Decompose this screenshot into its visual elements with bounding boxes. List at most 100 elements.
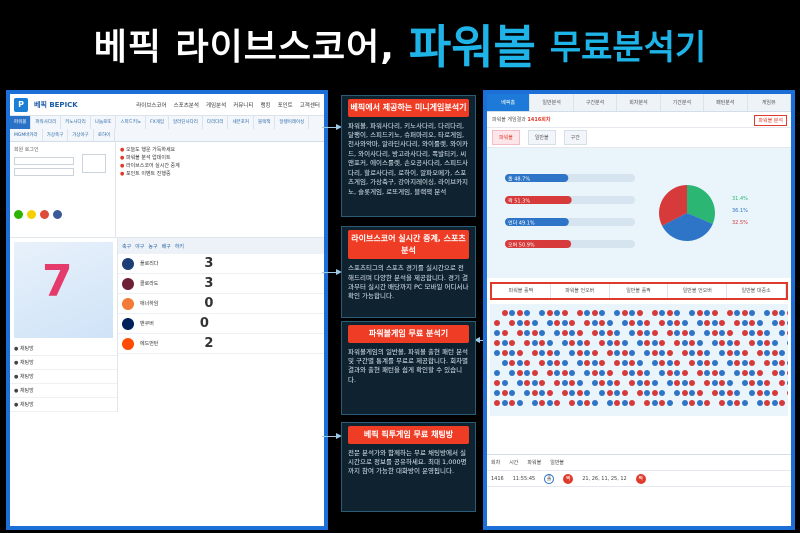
sport-tab[interactable]: 하키	[174, 243, 185, 250]
chat-row[interactable]: ● 채팅방	[10, 356, 117, 370]
nav-item[interactable]: 커뮤니티	[233, 102, 254, 109]
game-tab[interactable]: 나눔로또	[91, 116, 117, 129]
kakao-login-icon[interactable]	[27, 210, 36, 219]
chat-row[interactable]: ● 채팅방	[10, 384, 117, 398]
nav-item[interactable]: 게임분석	[205, 102, 227, 109]
powerball-analysis-button[interactable]: 파워볼 분석	[754, 115, 787, 126]
game-tab[interactable]: 세븐포커	[228, 116, 255, 129]
pattern-ball	[786, 360, 788, 366]
sport-tab[interactable]: 야구	[135, 243, 145, 250]
filter-pill[interactable]: 파워볼	[492, 130, 520, 145]
pattern-ball	[764, 360, 770, 366]
pattern-ball	[756, 330, 763, 336]
game-tab[interactable]: 다리다리	[203, 116, 229, 129]
news-item[interactable]: ● 라이브스코어 실시간 중계	[120, 163, 180, 169]
score-row[interactable]: 애너하임 0	[118, 294, 324, 314]
nav-item[interactable]: 스포츠분석	[173, 102, 199, 109]
pattern-ball	[666, 360, 673, 366]
pattern-ball	[734, 360, 740, 366]
game-tab[interactable]: 블랙잭	[254, 116, 276, 129]
analysis-tab[interactable]: 회차분석	[617, 94, 661, 111]
result-circle: 홀	[544, 473, 555, 484]
pattern-ball	[531, 330, 538, 336]
game-tab[interactable]: FX게임	[146, 116, 170, 129]
pattern-ball	[711, 390, 718, 396]
score-row[interactable]: 에드먼턴 2	[118, 334, 324, 354]
login-box: 회원 로그인	[10, 142, 116, 237]
id-input[interactable]	[14, 157, 74, 165]
stat-bar	[505, 174, 569, 182]
game-tab[interactable]: 키노사다리	[61, 116, 91, 129]
sub-tab[interactable]: 일반볼 대중소	[727, 284, 786, 298]
game-tab[interactable]: 달팽이레이싱	[275, 116, 310, 129]
game-tab[interactable]: 파워사다리	[31, 116, 62, 129]
score-row[interactable]: 밴쿠버 0	[118, 314, 324, 334]
pattern-ball	[749, 380, 755, 386]
nav-item[interactable]: 포인트	[277, 102, 293, 109]
facebook-login-icon[interactable]	[53, 210, 62, 219]
pattern-ball	[614, 400, 620, 406]
pattern-ball	[644, 370, 650, 376]
pattern-ball	[501, 340, 508, 346]
login-button[interactable]	[82, 154, 106, 173]
news-item[interactable]: ● 포인트 이벤트 진행중	[120, 171, 171, 177]
filter-pill[interactable]: 일반볼	[527, 130, 556, 145]
analysis-tab[interactable]: 구간분석	[574, 94, 618, 111]
analysis-tab[interactable]: 일반분석	[530, 94, 574, 111]
pattern-ball	[584, 320, 590, 326]
game-tab[interactable]: 파워볼	[10, 116, 32, 129]
game-tab[interactable]: 가상야구	[68, 129, 94, 142]
google-login-icon[interactable]	[40, 210, 49, 219]
score-row[interactable]: 콜로라도 3	[118, 274, 324, 294]
news-item[interactable]: ● 오늘도 행운 가득하세요	[120, 147, 176, 153]
pattern-ball	[644, 350, 650, 356]
sub-tab[interactable]: 파워볼 언오버	[551, 284, 610, 298]
pattern-ball	[576, 340, 583, 346]
sub-tab[interactable]: 일반볼 홀짝	[610, 284, 669, 298]
sub-tab[interactable]: 파워볼 홀짝	[492, 284, 551, 298]
pattern-ball	[554, 380, 560, 386]
sport-tab[interactable]: 축구	[122, 243, 132, 250]
headline: 베픽 라이브스코어, 파워볼 무료분석기	[0, 0, 800, 88]
pattern-ball	[689, 340, 695, 346]
nav-item[interactable]: 고객센터	[299, 102, 320, 109]
pattern-ball	[546, 390, 553, 396]
pattern-ball	[531, 380, 538, 386]
game-tab[interactable]: 로하이	[94, 129, 116, 142]
game-tab[interactable]: 알라딘사다리	[169, 116, 203, 129]
filter-pill[interactable]: 구간	[563, 130, 587, 145]
pattern-ball	[621, 310, 628, 316]
sport-tab[interactable]: 배구	[161, 243, 171, 250]
sport-tab[interactable]: 농구	[148, 243, 158, 250]
game-tab[interactable]: 가상축구	[43, 129, 69, 142]
promo-banner[interactable]: 7	[14, 242, 113, 338]
password-input[interactable]	[14, 168, 74, 176]
chat-row[interactable]: ● 채팅방	[10, 342, 117, 356]
analysis-tab[interactable]: 게임뷰	[748, 94, 791, 111]
table-row[interactable]: 1416 11:55:45 홀 짝 21, 26, 11, 25, 12 짝	[487, 471, 791, 487]
pattern-ball	[734, 350, 740, 356]
pattern-ball	[636, 390, 643, 396]
feature-box-minigame: 베픽에서 제공하는 미니게임분석기 파워볼, 파워사다리, 키노사다리, 다리다…	[341, 95, 476, 217]
chat-row[interactable]: ● 채팅방	[10, 398, 117, 412]
analysis-tab[interactable]: 베픽홈	[487, 94, 531, 111]
pattern-ball	[554, 350, 560, 356]
sub-tab[interactable]: 일반볼 언오버	[668, 284, 728, 298]
nav-item[interactable]: 랭킹	[260, 102, 271, 109]
score-row[interactable]: 플로리다 3	[118, 254, 324, 274]
game-tab[interactable]: 스피드키노	[116, 116, 147, 129]
analysis-tab[interactable]: 기간분석	[661, 94, 705, 111]
nav-item[interactable]: 라이브스코어	[136, 102, 167, 109]
naver-login-icon[interactable]	[14, 210, 23, 219]
news-item[interactable]: ● 파워볼 분석 업데이트	[120, 155, 171, 161]
analysis-tab[interactable]: 패턴분석	[704, 94, 748, 111]
pattern-ball	[704, 400, 710, 406]
pattern-ball	[741, 310, 748, 316]
pattern-ball	[539, 330, 545, 336]
pattern-ball	[779, 350, 785, 356]
chat-row[interactable]: ● 채팅방	[10, 370, 117, 384]
feature-box-powerball: 파워볼게임 무료 분석기 파워볼게임의 일반볼, 파워볼 출현 패턴 분석 및 …	[341, 321, 476, 415]
game-tab[interactable]: MGM바카라	[10, 129, 43, 142]
pattern-ball	[606, 390, 613, 396]
pattern-ball	[711, 370, 718, 376]
